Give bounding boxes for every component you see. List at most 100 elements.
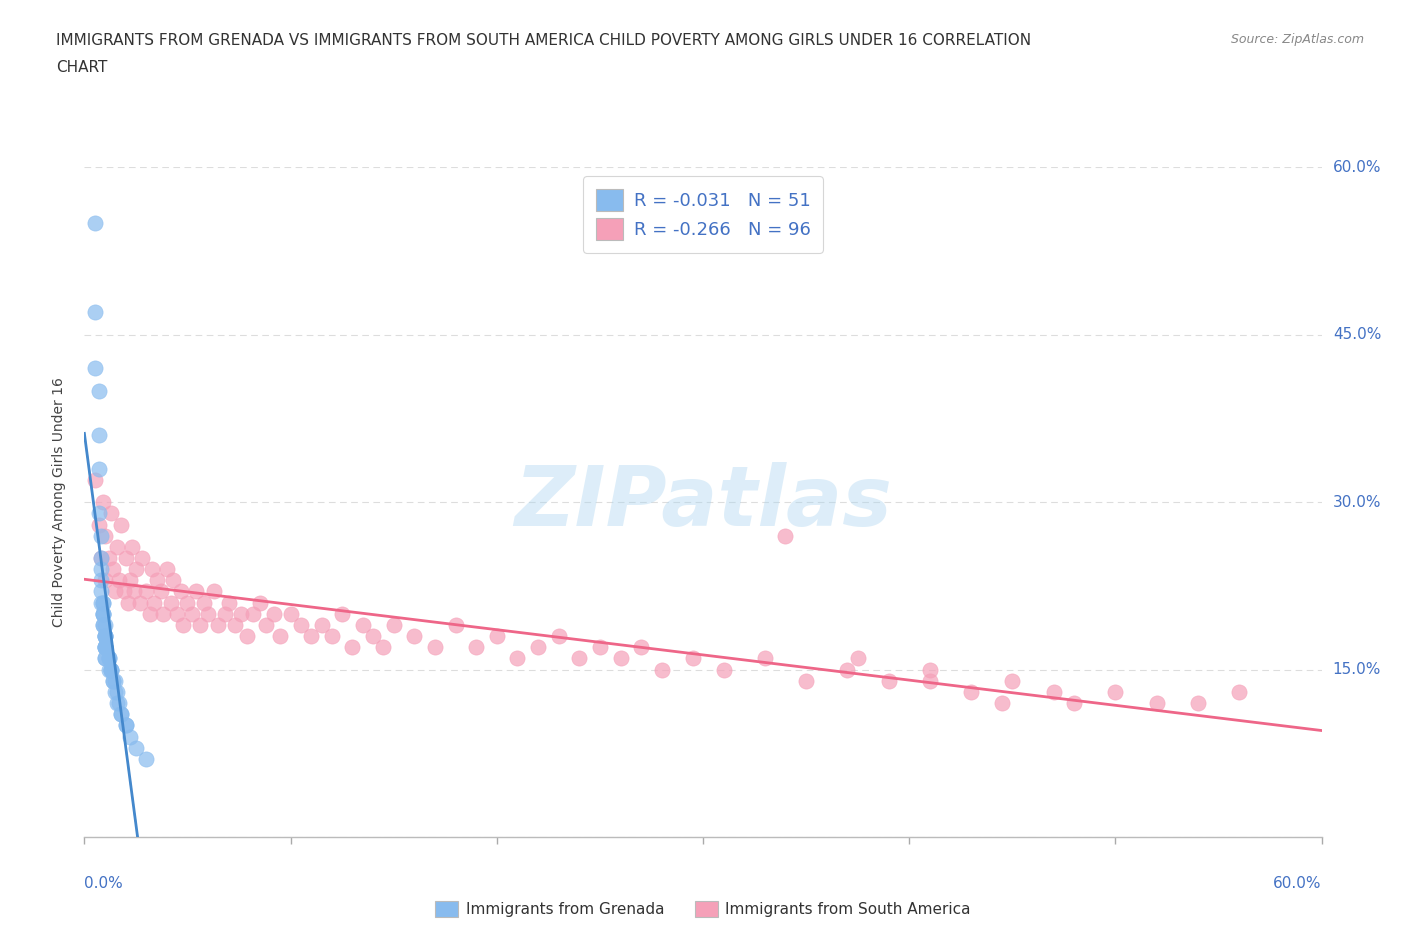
Point xyxy=(83,472,105,487)
Text: 45.0%: 45.0% xyxy=(1333,327,1381,342)
Text: 60.0%: 60.0% xyxy=(1274,876,1322,891)
Point xyxy=(352,618,374,632)
Point xyxy=(299,629,322,644)
Point xyxy=(404,629,426,644)
Point xyxy=(846,651,869,666)
Point xyxy=(94,629,117,644)
Point xyxy=(143,595,166,610)
Point xyxy=(630,640,652,655)
Point xyxy=(214,606,236,621)
Point xyxy=(94,629,117,644)
Point xyxy=(506,651,529,666)
Text: 0.0%: 0.0% xyxy=(84,876,124,891)
Point xyxy=(1187,696,1209,711)
Point xyxy=(218,595,240,610)
Point xyxy=(837,662,859,677)
Point xyxy=(224,618,246,632)
Point xyxy=(166,606,188,621)
Point xyxy=(651,662,673,677)
Text: ZIPatlas: ZIPatlas xyxy=(515,461,891,543)
Point xyxy=(321,629,343,644)
Point xyxy=(90,528,112,543)
Text: 30.0%: 30.0% xyxy=(1333,495,1381,510)
Point xyxy=(94,618,117,632)
Point xyxy=(1104,684,1126,699)
Point xyxy=(98,651,121,666)
Point xyxy=(100,662,122,677)
Text: 60.0%: 60.0% xyxy=(1333,160,1381,175)
Text: 15.0%: 15.0% xyxy=(1333,662,1381,677)
Point xyxy=(100,506,122,521)
Point xyxy=(94,573,117,588)
Point xyxy=(1227,684,1250,699)
Point xyxy=(373,640,395,655)
Point xyxy=(94,629,117,644)
Text: IMMIGRANTS FROM GRENADA VS IMMIGRANTS FROM SOUTH AMERICA CHILD POVERTY AMONG GIR: IMMIGRANTS FROM GRENADA VS IMMIGRANTS FR… xyxy=(56,33,1032,47)
Point xyxy=(1001,673,1024,688)
Point xyxy=(98,651,121,666)
Point xyxy=(91,618,114,632)
Point xyxy=(236,629,259,644)
Point xyxy=(105,539,128,554)
Point xyxy=(960,684,983,699)
Point xyxy=(110,517,132,532)
Point xyxy=(568,651,591,666)
Point xyxy=(162,573,184,588)
Point xyxy=(94,528,117,543)
Point xyxy=(361,629,384,644)
Point xyxy=(87,461,110,476)
Point xyxy=(103,673,125,688)
Point xyxy=(794,673,817,688)
Point xyxy=(918,662,941,677)
Point xyxy=(527,640,550,655)
Point xyxy=(485,629,508,644)
Point xyxy=(609,651,631,666)
Point xyxy=(682,651,704,666)
Point xyxy=(94,629,117,644)
Point xyxy=(87,428,110,443)
Point xyxy=(176,595,198,610)
Point xyxy=(104,684,127,699)
Point xyxy=(290,618,312,632)
Point xyxy=(423,640,446,655)
Point xyxy=(91,495,114,510)
Point xyxy=(1146,696,1168,711)
Point xyxy=(589,640,612,655)
Point xyxy=(87,506,110,521)
Point xyxy=(118,573,141,588)
Point xyxy=(197,606,219,621)
Point xyxy=(114,718,136,733)
Point xyxy=(110,707,132,722)
Point xyxy=(172,618,194,632)
Point xyxy=(754,651,776,666)
Point xyxy=(193,595,215,610)
Point xyxy=(90,573,112,588)
Point xyxy=(141,562,163,577)
Point xyxy=(131,551,153,565)
Point xyxy=(125,562,148,577)
Point xyxy=(1063,696,1085,711)
Point xyxy=(263,606,285,621)
Point xyxy=(94,640,117,655)
Point xyxy=(83,361,105,376)
Point xyxy=(188,618,211,632)
Point xyxy=(94,651,117,666)
Point xyxy=(104,673,127,688)
Point xyxy=(991,696,1014,711)
Legend: Immigrants from Grenada, Immigrants from South America: Immigrants from Grenada, Immigrants from… xyxy=(429,895,977,923)
Point xyxy=(775,528,797,543)
Point xyxy=(87,517,110,532)
Point xyxy=(104,584,127,599)
Point xyxy=(114,718,136,733)
Point xyxy=(94,640,117,655)
Point xyxy=(280,606,302,621)
Point xyxy=(444,618,467,632)
Point xyxy=(91,595,114,610)
Point xyxy=(135,751,157,766)
Point xyxy=(90,562,112,577)
Point xyxy=(90,584,112,599)
Point xyxy=(98,662,121,677)
Point xyxy=(342,640,364,655)
Point xyxy=(129,595,152,610)
Point xyxy=(105,696,128,711)
